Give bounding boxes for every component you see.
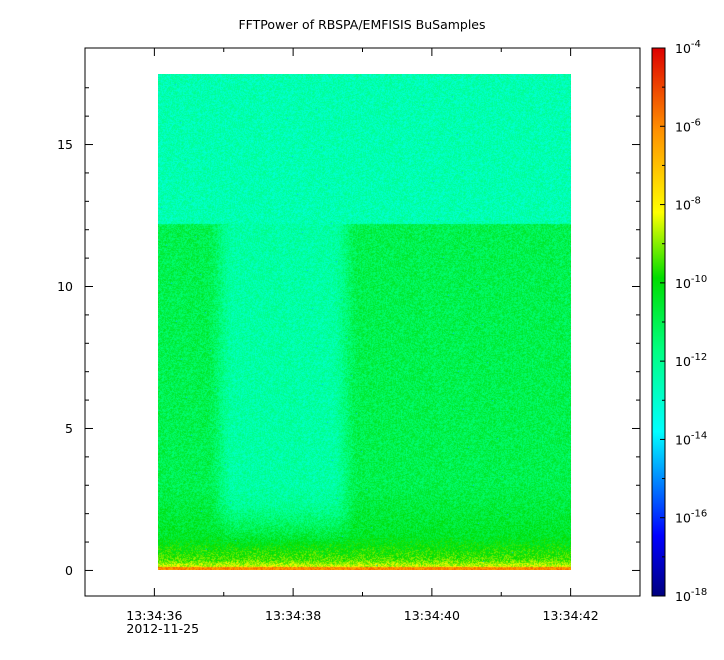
colorbar-tick-label: 10-14 [675, 430, 707, 447]
colorbar-tick-label: 10-16 [675, 509, 707, 526]
colorbar-tick-label: 10-18 [675, 587, 707, 604]
colorbar-axis: 10-18 10-16 10-14 10-12 10-10 10-8 10-6 10-4 [660, 39, 707, 604]
x-tick-label: 13:34:42 [543, 608, 599, 623]
heatmap-image [158, 74, 571, 570]
y-tick-label: 10 [57, 279, 73, 294]
y-tick-label: 0 [65, 563, 73, 578]
x-tick-label: 13:34:36 [126, 608, 182, 623]
colorbar-tick-label: 10-8 [675, 196, 701, 213]
colorbar-tick-label: 10-10 [675, 274, 707, 291]
colorbar-tick-label: 10-4 [675, 39, 701, 56]
y-tick-label: 15 [57, 137, 73, 152]
colorbar-tick-label: 10-6 [675, 117, 701, 134]
x-tick-date-label: 2012-11-25 [126, 621, 199, 636]
x-tick-label: 13:34:40 [404, 608, 460, 623]
colorbar-tick-label: 10-12 [675, 352, 707, 369]
y-axis: 0 5 10 15 [57, 87, 640, 578]
chart-title: FFTPower of RBSPA/EMFISIS BuSamples [238, 17, 485, 32]
spectrogram-heatmap [158, 74, 571, 570]
x-tick-label: 13:34:38 [265, 608, 321, 623]
y-tick-label: 5 [65, 421, 73, 436]
